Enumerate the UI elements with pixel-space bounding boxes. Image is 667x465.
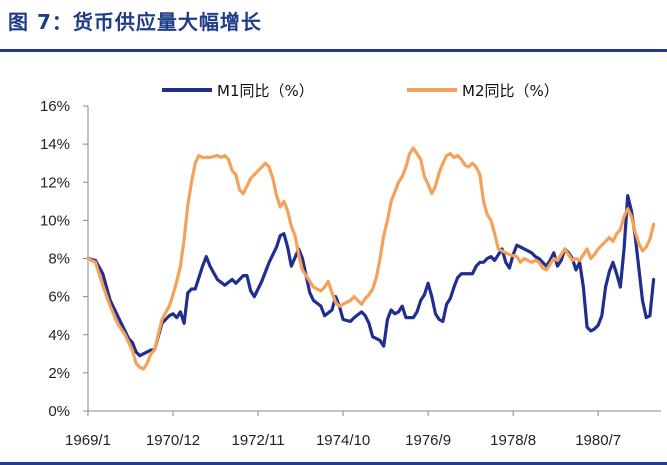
title-rule [0,49,667,52]
x-tick-label: 1976/9 [405,432,451,449]
x-axis: 1969/1 1970/12 1972/11 1974/10 1976/9 1978/8 1… [65,410,661,449]
x-tick-label: 1974/10 [316,432,370,449]
m2-series-line [86,146,656,371]
x-tick-label: 1980/7 [575,432,621,449]
x-tick-label: 1969/1 [65,432,111,449]
legend-m2-label: M2同比（%） [462,82,559,100]
plot-area [86,146,656,371]
y-tick-label: 14% [40,136,70,153]
y-tick-label: 16% [40,98,70,115]
x-tick-label: 1978/8 [490,432,536,449]
legend-m1-label: M1同比（%） [217,82,314,100]
x-tick-label: 1970/12 [146,432,200,449]
bottom-rule [0,462,667,465]
y-tick-label: 12% [40,174,70,191]
y-tick-label: 2% [48,365,70,382]
figure-title: 图 7：货币供应量大幅增长 [8,10,262,34]
legend: M1同比（%） M2同比（%） [162,82,559,100]
y-tick-label: 8% [48,251,70,268]
x-tick-label: 1972/11 [231,432,284,449]
m1-series-line [86,193,656,358]
y-tick-label: 10% [40,212,70,229]
y-tick-label: 0% [48,403,70,420]
y-axis: 0% 2% 4% 6% 8% 10% 12% 14% 16% [40,98,89,420]
y-tick-label: 4% [48,327,70,344]
y-tick-label: 6% [48,289,70,306]
